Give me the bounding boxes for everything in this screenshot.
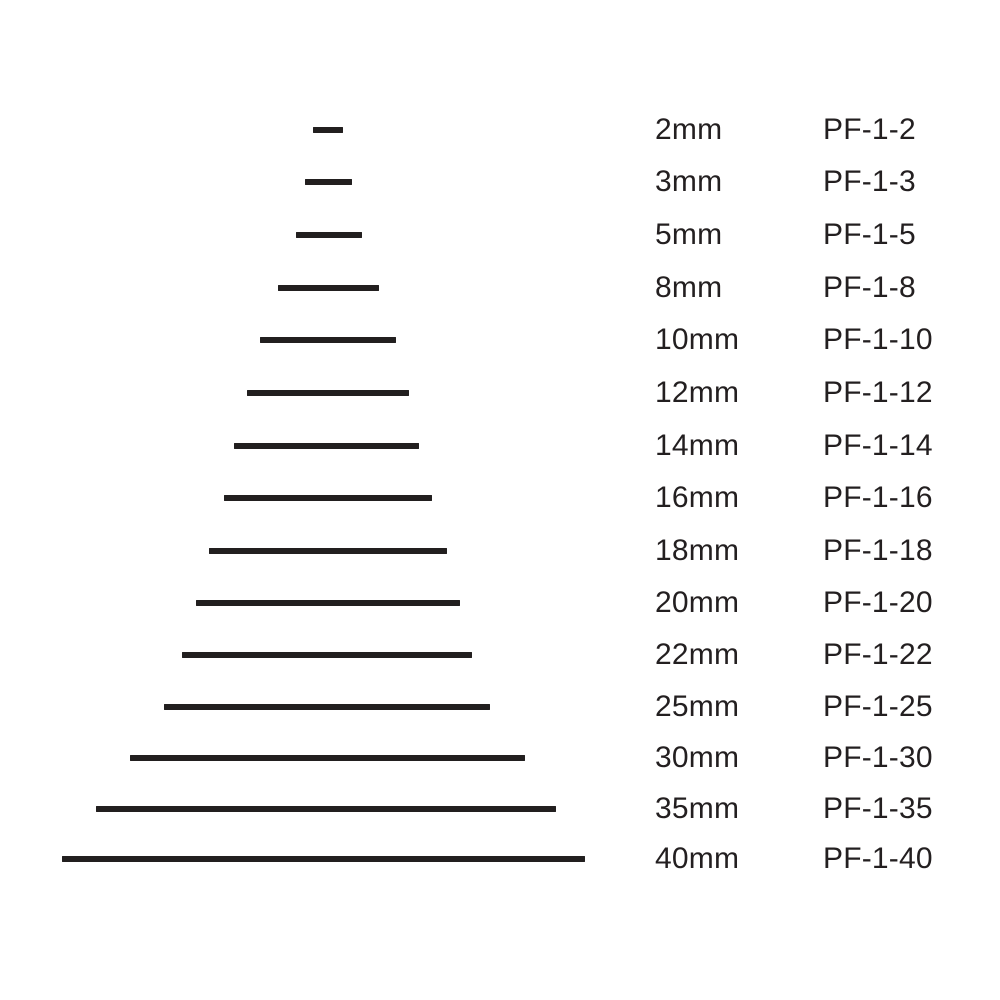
product-code-label: PF-1-2 xyxy=(823,113,916,146)
product-code-label: PF-1-8 xyxy=(823,271,916,304)
size-chart-row: 10mm PF-1-10 xyxy=(0,314,1000,366)
size-chart-row: 35mm PF-1-35 xyxy=(0,783,1000,835)
size-label: 3mm xyxy=(655,165,723,198)
blade-width-line xyxy=(278,285,379,291)
product-code-label: PF-1-3 xyxy=(823,165,916,198)
blade-width-line xyxy=(260,337,396,343)
size-label: 5mm xyxy=(655,218,723,251)
size-chart-row: 20mm PF-1-20 xyxy=(0,577,1000,629)
blade-width-line xyxy=(182,652,472,658)
product-code-label: PF-1-12 xyxy=(823,376,933,409)
product-code-label: PF-1-20 xyxy=(823,586,933,619)
product-code-label: PF-1-30 xyxy=(823,741,933,774)
blade-width-line xyxy=(209,548,447,554)
size-label: 20mm xyxy=(655,586,740,619)
size-label: 8mm xyxy=(655,271,723,304)
size-chart-row: 8mm PF-1-8 xyxy=(0,262,1000,314)
size-chart-row: 30mm PF-1-30 xyxy=(0,732,1000,784)
blade-width-line xyxy=(130,755,525,761)
size-chart-row: 16mm PF-1-16 xyxy=(0,472,1000,524)
blade-width-line xyxy=(224,495,432,501)
size-label: 40mm xyxy=(655,842,740,875)
product-code-label: PF-1-18 xyxy=(823,534,933,567)
size-label: 30mm xyxy=(655,741,740,774)
size-chart-row: 18mm PF-1-18 xyxy=(0,525,1000,577)
blade-width-line xyxy=(313,127,343,133)
product-code-label: PF-1-16 xyxy=(823,481,933,514)
blade-width-line xyxy=(62,856,585,862)
size-chart-row: 40mm PF-1-40 xyxy=(0,833,1000,885)
blade-width-line xyxy=(96,806,556,812)
size-chart-row: 3mm PF-1-3 xyxy=(0,156,1000,208)
size-chart-row: 14mm PF-1-14 xyxy=(0,420,1000,472)
size-label: 10mm xyxy=(655,323,740,356)
size-label: 12mm xyxy=(655,376,740,409)
blade-width-line xyxy=(164,704,490,710)
size-label: 22mm xyxy=(655,638,740,671)
size-label: 35mm xyxy=(655,792,740,825)
size-chart-row: 2mm PF-1-2 xyxy=(0,104,1000,156)
blade-width-line xyxy=(247,390,409,396)
product-code-label: PF-1-40 xyxy=(823,842,933,875)
size-label: 18mm xyxy=(655,534,740,567)
size-chart-row: 12mm PF-1-12 xyxy=(0,367,1000,419)
product-code-label: PF-1-25 xyxy=(823,690,933,723)
product-code-label: PF-1-10 xyxy=(823,323,933,356)
size-chart-row: 5mm PF-1-5 xyxy=(0,209,1000,261)
blade-width-line xyxy=(305,179,352,185)
size-label: 14mm xyxy=(655,429,740,462)
blade-width-line xyxy=(196,600,460,606)
product-code-label: PF-1-22 xyxy=(823,638,933,671)
blade-width-line xyxy=(296,232,362,238)
size-label: 2mm xyxy=(655,113,723,146)
size-chart-row: 22mm PF-1-22 xyxy=(0,629,1000,681)
product-code-label: PF-1-35 xyxy=(823,792,933,825)
product-code-label: PF-1-14 xyxy=(823,429,933,462)
blade-width-line xyxy=(234,443,419,449)
product-code-label: PF-1-5 xyxy=(823,218,916,251)
size-label: 16mm xyxy=(655,481,740,514)
size-label: 25mm xyxy=(655,690,740,723)
size-chart-row: 25mm PF-1-25 xyxy=(0,681,1000,733)
